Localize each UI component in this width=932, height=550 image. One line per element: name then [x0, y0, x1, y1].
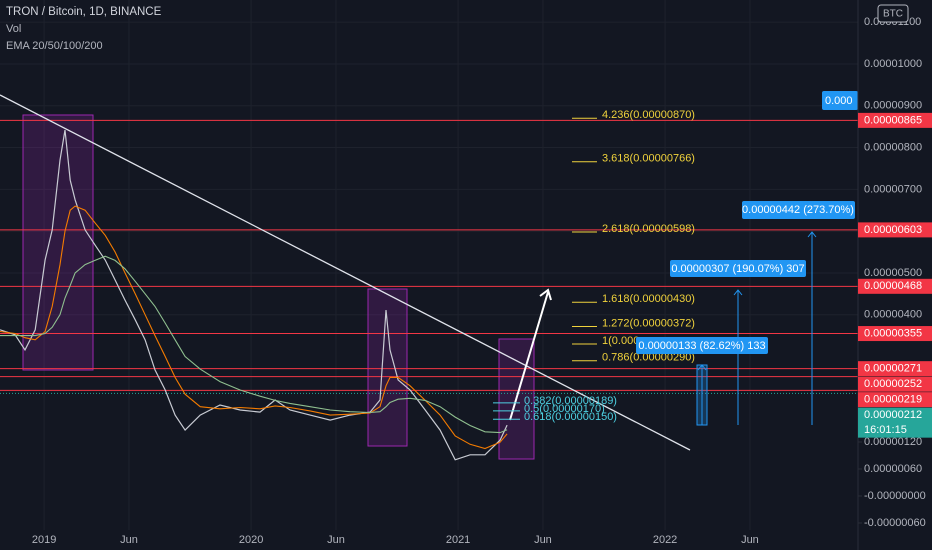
fib-label: 1.618(0.00000430)	[602, 293, 695, 305]
grid	[0, 0, 858, 530]
y2-tick-label: 0.00000120	[864, 436, 922, 448]
measure-arrow	[807, 231, 817, 425]
measure-box	[636, 337, 768, 354]
current-price-box	[858, 407, 932, 438]
measure-arrow	[733, 289, 743, 425]
x-tick-label: 2019	[32, 534, 56, 546]
projection-arrow	[509, 288, 552, 421]
fib-label: 0.382(0.00000189)	[524, 395, 617, 407]
x-tick-label: 2022	[653, 534, 677, 546]
x-tick-label: 2020	[239, 534, 263, 546]
fib-label: 4.236(0.00000870)	[602, 109, 695, 121]
series-line	[0, 205, 508, 450]
x-tick-label: Jun	[120, 534, 138, 546]
indicator-label: EMA 20/50/100/200	[6, 40, 103, 52]
series	[0, 129, 508, 461]
chart-title: TRON / Bitcoin, 1D, BINANCE	[6, 6, 162, 18]
price-level-label: 0.00000355	[864, 327, 922, 339]
x-tick-label: Jun	[534, 534, 552, 546]
alert-box	[822, 91, 858, 110]
currency-badge[interactable]	[877, 4, 909, 23]
fib-label: 1(0.000	[602, 335, 639, 347]
y2-tick-label: -0.00000000	[864, 490, 926, 502]
price-level-label: 0.00000603	[864, 224, 922, 236]
price-levels	[0, 119, 858, 394]
x-tick-label: Jun	[741, 534, 759, 546]
price-level-label: 0.00000252	[864, 378, 922, 390]
y-tick-label: 0.00000800	[864, 141, 922, 153]
current-price-label: 0.00000212	[864, 409, 922, 421]
price-level-label: 0.00000865	[864, 114, 922, 126]
fib-label: 2.618(0.00000598)	[602, 223, 695, 235]
fib-label: 1.272(0.00000372)	[602, 317, 695, 329]
fib-label: 0.618(0.00000150)	[524, 411, 617, 423]
highlight-box	[367, 288, 408, 447]
y-tick-label: 0.00000700	[864, 183, 922, 195]
fib-label: 0.5(0.00000170)	[524, 403, 605, 415]
measure-arrows	[696, 231, 817, 426]
y2-tick-label: 0.00000060	[864, 463, 922, 475]
price-level-box	[858, 361, 932, 377]
fib-label: 0.786(0.00000290)	[602, 352, 695, 364]
measure-box	[670, 260, 806, 277]
currency-label: BTC	[883, 9, 903, 20]
alert-label: 0.000	[825, 95, 853, 107]
fib-label: 3.618(0.00000766)	[602, 153, 695, 165]
countdown-label: 16:01:15	[864, 424, 907, 436]
price-level-label: 0.00000271	[864, 363, 922, 375]
price-level-box	[858, 392, 932, 408]
trend-line	[0, 94, 691, 451]
measure-label: 0.00000442 (273.70%)	[742, 204, 854, 216]
price-axis: 0.000011000.000010000.000009000.00000800…	[32, 16, 932, 546]
y-tick-label: 0.00000900	[864, 100, 922, 112]
measure-box	[742, 201, 855, 219]
x-tick-label: 2021	[446, 534, 470, 546]
price-level-box	[858, 326, 932, 342]
price-level-label: 0.00000219	[864, 394, 922, 406]
price-level-box	[858, 278, 932, 294]
measure-arrow	[697, 364, 707, 425]
price-level-box	[858, 376, 932, 392]
x-tick-label: Jun	[327, 534, 345, 546]
y-tick-label: 0.00000500	[864, 267, 922, 279]
measure-label: 0.00000133 (82.62%) 133	[638, 340, 765, 352]
price-level-box	[858, 222, 932, 238]
measure-label: 0.00000307 (190.07%) 307	[671, 263, 804, 275]
series-line	[0, 129, 508, 461]
fib-levels: 4.236(0.00000870) 3.618(0.00000766) 2.618(…	[493, 109, 695, 423]
indicator-label: Vol	[6, 23, 21, 35]
y-tick-label: 0.00001000	[864, 58, 922, 70]
y-tick-label: 0.00000400	[864, 309, 922, 321]
price-level-label: 0.00000468	[864, 280, 922, 292]
y2-tick-label: -0.00000060	[864, 517, 926, 529]
price-level-box	[858, 112, 932, 128]
highlight-box	[22, 114, 94, 371]
series-line	[0, 255, 508, 434]
